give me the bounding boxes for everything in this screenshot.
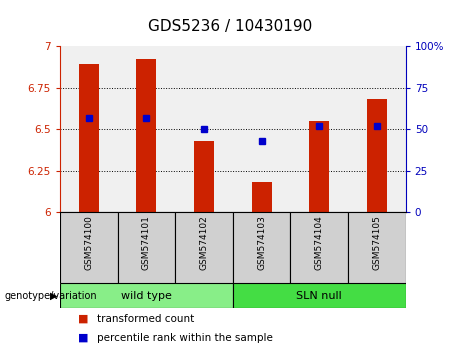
Bar	[309, 121, 329, 212]
Text: GSM574104: GSM574104	[315, 215, 324, 270]
Text: ▶: ▶	[50, 291, 58, 301]
Text: ■: ■	[78, 333, 89, 343]
Bar	[290, 212, 348, 283]
Bar	[136, 59, 156, 212]
Bar	[233, 212, 290, 283]
Bar	[118, 212, 175, 283]
Text: percentile rank within the sample: percentile rank within the sample	[97, 333, 273, 343]
Text: ■: ■	[78, 314, 89, 324]
Text: wild type: wild type	[121, 291, 172, 301]
Bar	[348, 212, 406, 283]
Bar	[252, 182, 272, 212]
Bar	[60, 212, 118, 283]
Text: GSM574101: GSM574101	[142, 215, 151, 270]
Text: GSM574103: GSM574103	[257, 215, 266, 270]
Bar	[194, 141, 214, 212]
Text: GDS5236 / 10430190: GDS5236 / 10430190	[148, 19, 313, 34]
Text: GSM574105: GSM574105	[372, 215, 381, 270]
Text: genotype/variation: genotype/variation	[5, 291, 97, 301]
Text: GSM574102: GSM574102	[200, 215, 208, 270]
Text: GSM574100: GSM574100	[84, 215, 93, 270]
Text: transformed count: transformed count	[97, 314, 194, 324]
Bar	[367, 99, 387, 212]
Bar	[60, 283, 233, 308]
Bar	[233, 283, 406, 308]
Bar	[79, 64, 99, 212]
Bar	[175, 212, 233, 283]
Text: SLN null: SLN null	[296, 291, 342, 301]
